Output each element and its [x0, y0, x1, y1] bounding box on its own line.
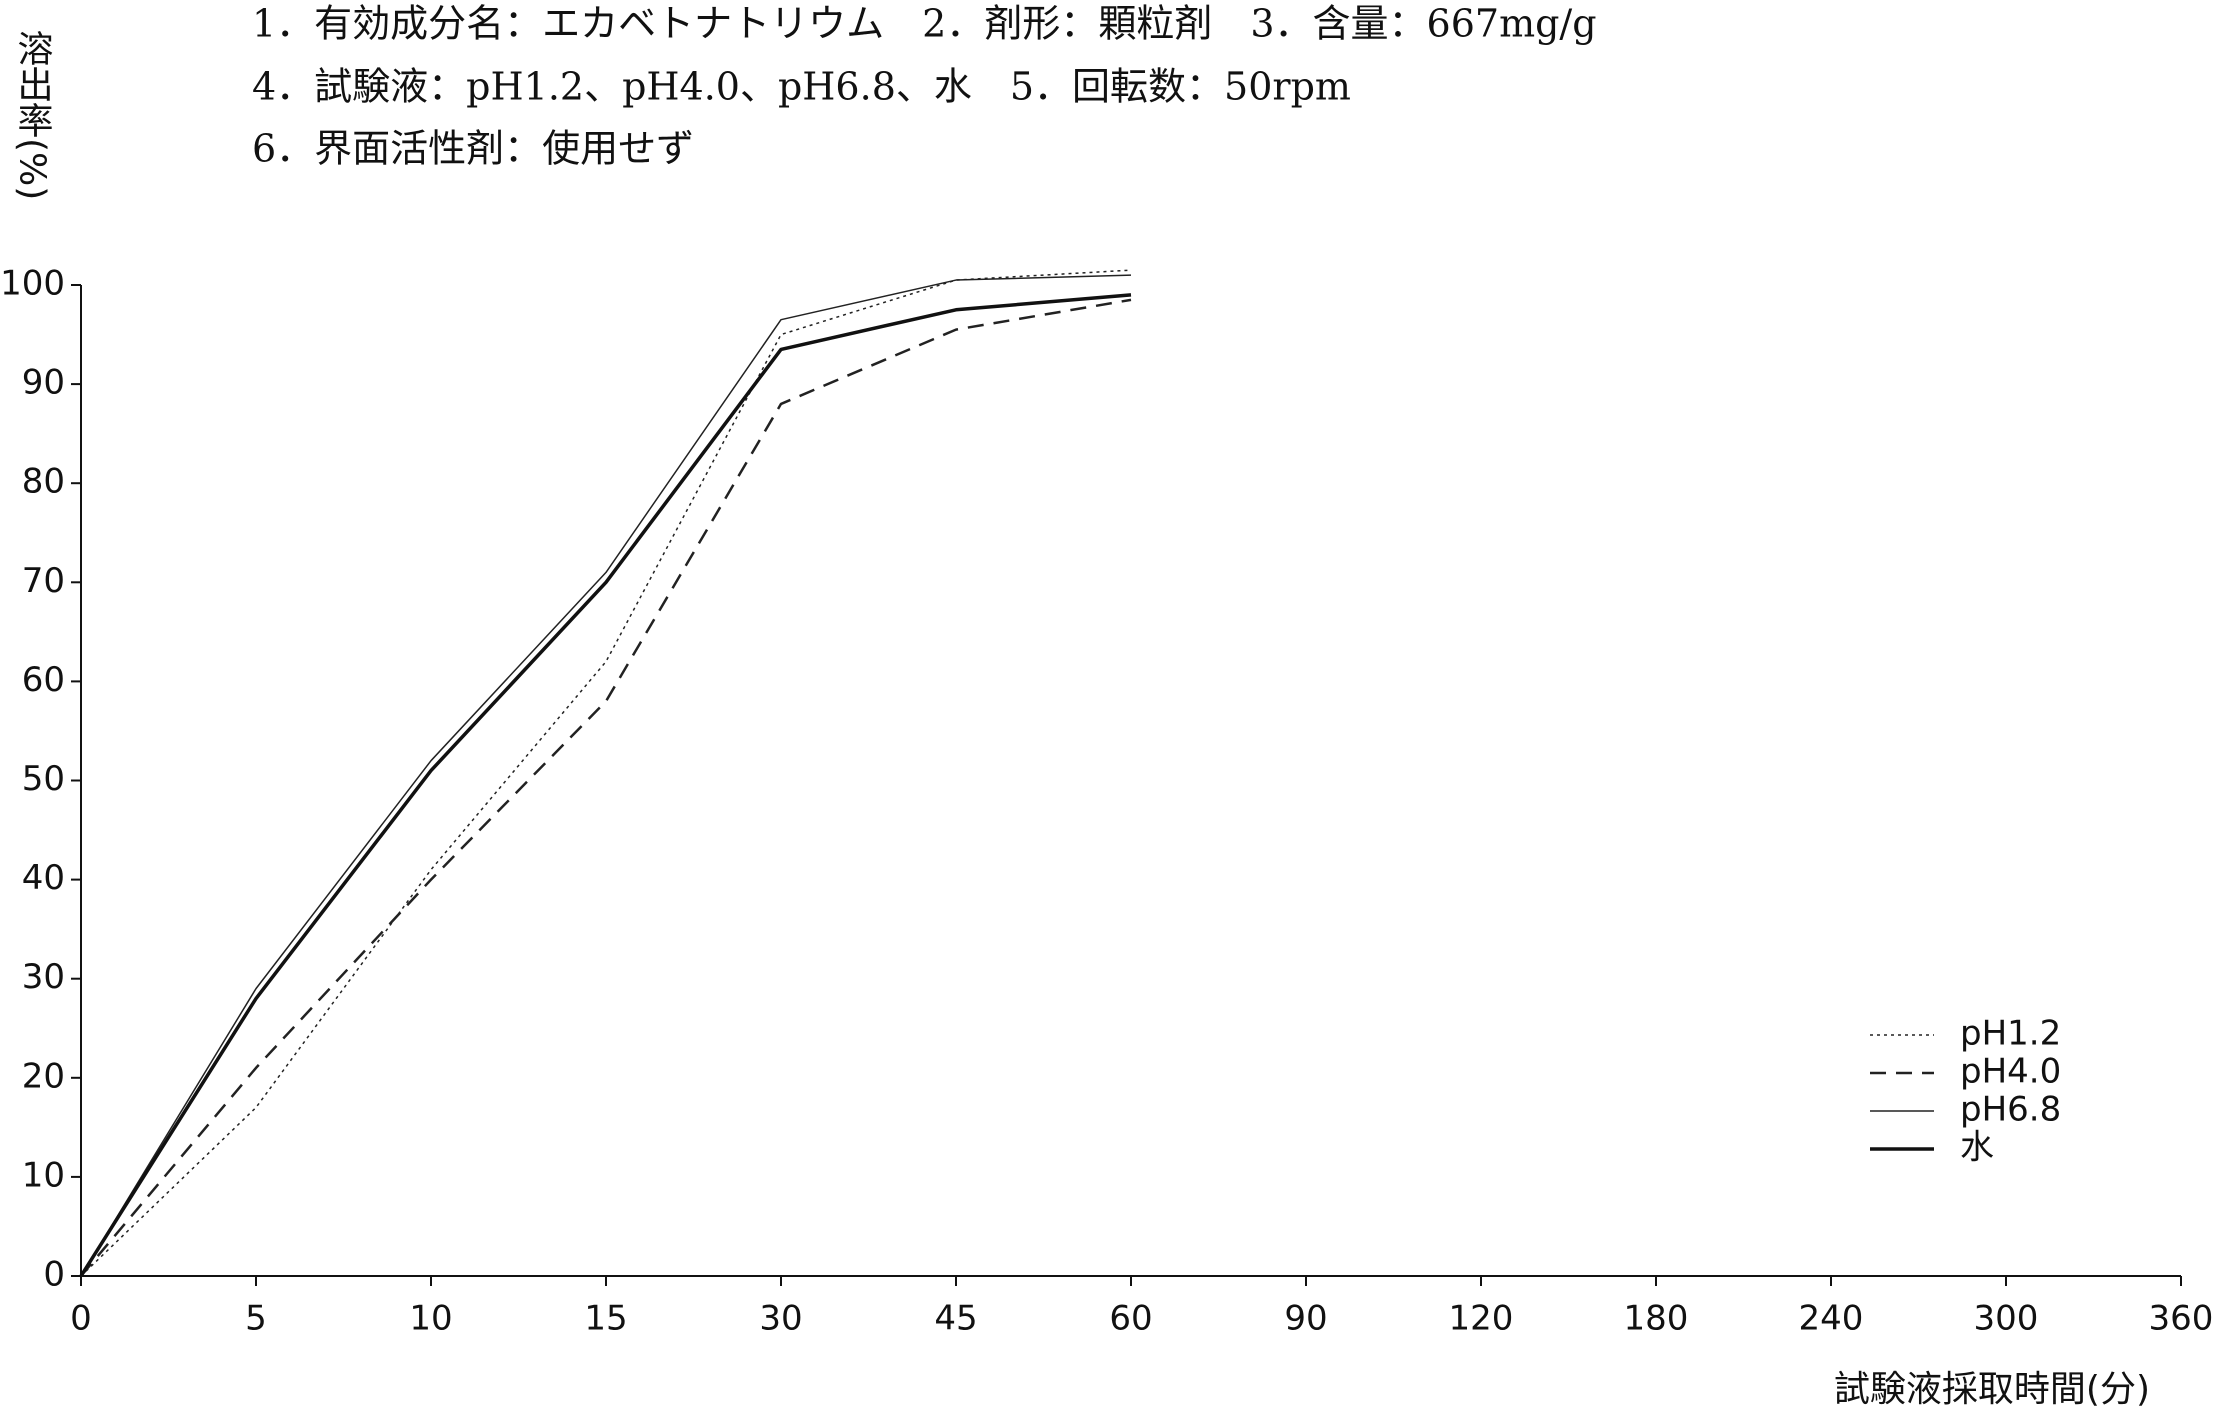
y-tick-label: 100 — [0, 264, 65, 304]
x-tick-label: 180 — [1624, 1299, 1689, 1339]
y-tick-label: 10 — [22, 1155, 65, 1195]
x-tick-label: 90 — [1284, 1299, 1327, 1339]
y-tick-label: 80 — [22, 462, 65, 502]
x-tick-label: 0 — [70, 1299, 92, 1339]
legend-label: pH1.2 — [1960, 1014, 2061, 1054]
series-line — [80, 269, 1132, 1277]
x-tick-label: 15 — [584, 1299, 627, 1339]
x-tick-label: 5 — [245, 1299, 267, 1339]
header-note: 4．試験液：pH1.2、pH4.0、pH6.8、水 5．回転数：50rpm — [252, 65, 1351, 109]
legend-label: pH6.8 — [1960, 1090, 2061, 1130]
x-axis-label: 試験液採取時間(分) — [1834, 1369, 2150, 1410]
legend-label: 水 — [1960, 1128, 1994, 1168]
y-tick-label: 0 — [43, 1255, 65, 1295]
header-note: 1．有効成分名：エカベトナトリウム 2．剤形：顆粒剤 3．含量：667mg/g — [252, 2, 1597, 46]
x-tick-label: 60 — [1109, 1299, 1152, 1339]
y-tick-label: 50 — [22, 759, 65, 799]
x-tick-label: 240 — [1799, 1299, 1864, 1339]
y-tick-label: 90 — [22, 363, 65, 403]
y-axis-label: 溶出率(%) — [12, 30, 53, 201]
x-tick-label: 45 — [934, 1299, 977, 1339]
y-tick-label: 70 — [22, 561, 65, 601]
y-tick-label: 60 — [22, 660, 65, 700]
header-note: 6．界面活性剤：使用せず — [252, 127, 694, 171]
x-tick-label: 120 — [1449, 1299, 1514, 1339]
y-tick-label: 30 — [22, 957, 65, 997]
x-tick-label: 300 — [1974, 1299, 2039, 1339]
x-tick-label: 30 — [759, 1299, 802, 1339]
legend-label: pH4.0 — [1960, 1052, 2061, 1092]
series-line — [80, 274, 1132, 1277]
x-tick-label: 10 — [409, 1299, 452, 1339]
y-tick-label: 20 — [22, 1056, 65, 1096]
series-line — [79, 293, 1132, 1277]
series-line — [80, 298, 1132, 1277]
y-tick-label: 40 — [22, 858, 65, 898]
x-tick-label: 360 — [2149, 1299, 2214, 1339]
